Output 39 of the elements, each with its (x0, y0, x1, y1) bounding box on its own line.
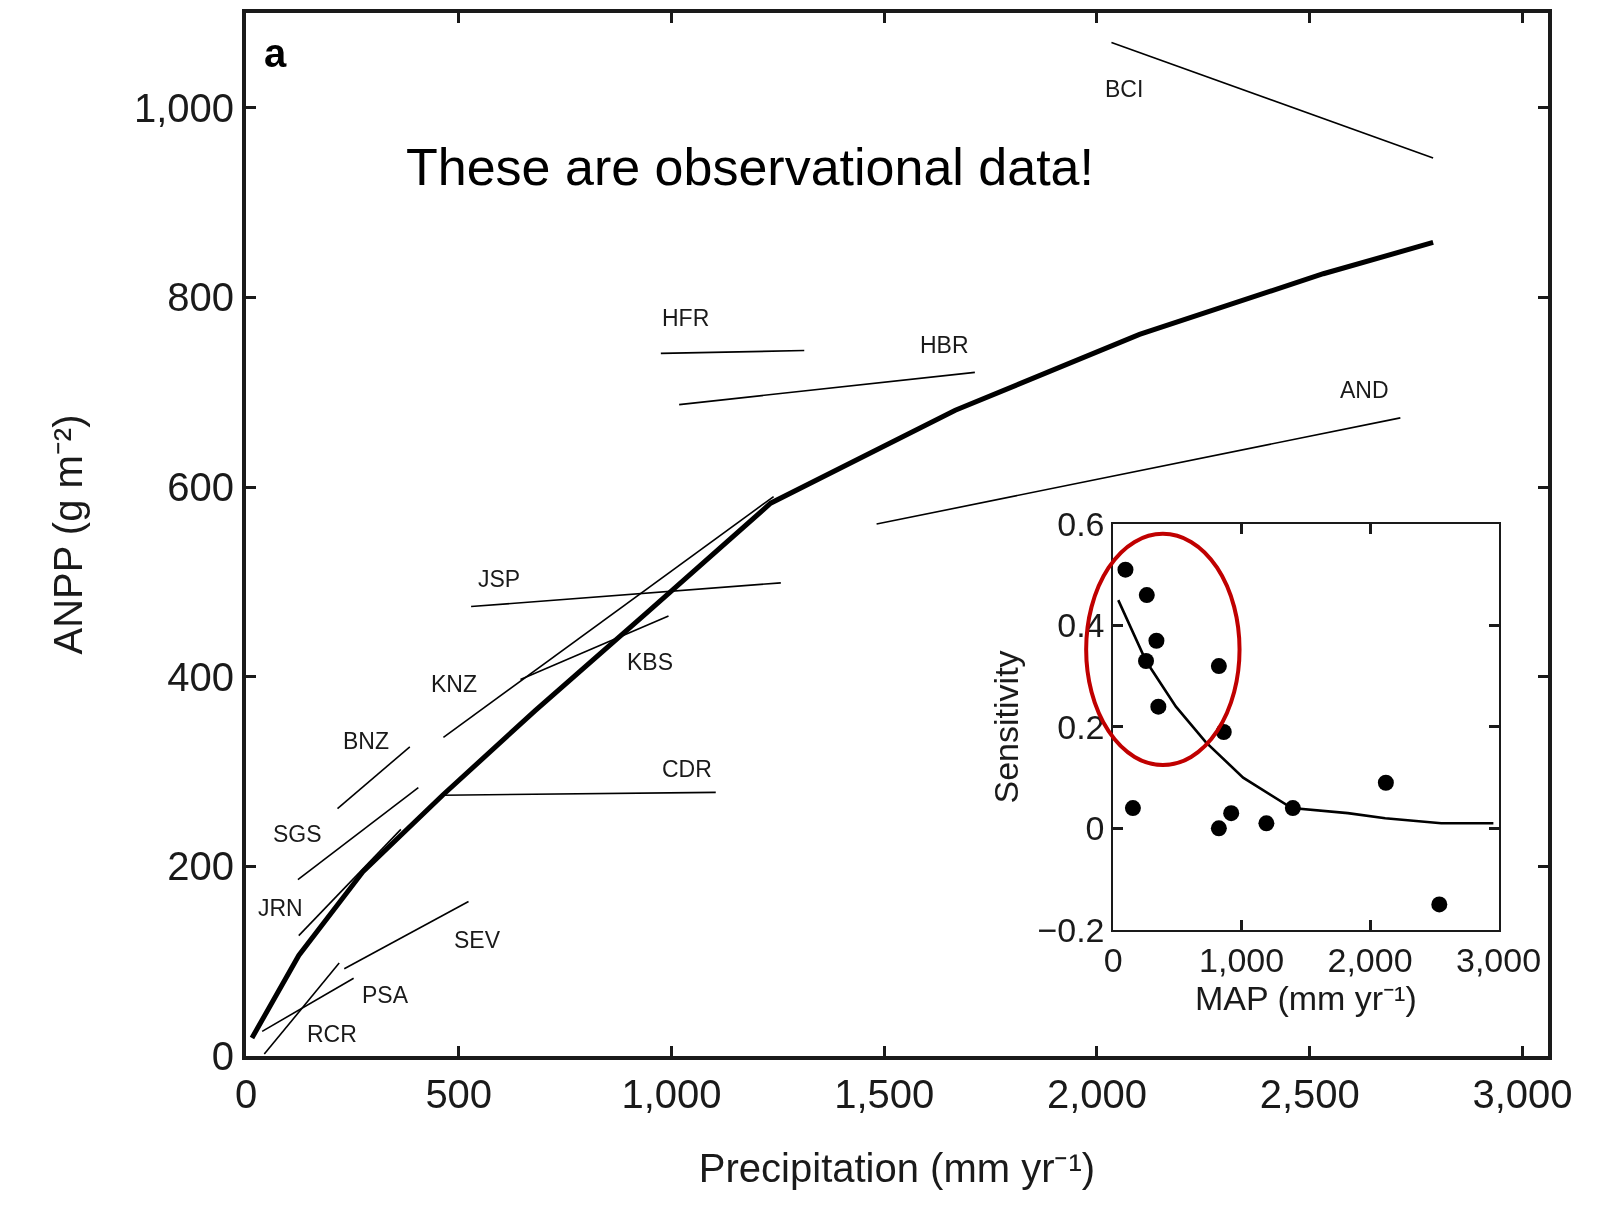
y-tick-label: 0 (211, 1034, 234, 1078)
y-tick-label: 600 (167, 465, 234, 510)
annotation: AND (1340, 377, 1389, 403)
annotation: JRN (258, 895, 303, 921)
x-tick-label: 2,000 (1046, 1072, 1148, 1116)
annotation: HBR (920, 332, 969, 358)
x-tick-label: 500 (425, 1072, 493, 1116)
x-tick-label: 1,500 (834, 1072, 935, 1116)
x-tick-label: 1,000 (621, 1072, 722, 1116)
y-tick-label: 0.6 (1057, 504, 1105, 543)
y-tick-label: 200 (167, 844, 234, 889)
annotation: These are observational data! (406, 138, 1094, 196)
annotation: a (264, 31, 287, 75)
x-axis-title: Precipitation (mm yr⁻¹) (698, 1146, 1096, 1190)
annotation: JSP (478, 566, 521, 592)
annotation: KNZ (431, 671, 477, 697)
x-tick-label: 3,000 (1472, 1072, 1573, 1116)
x-axis-title: MAP (mm yr⁻¹) (1194, 979, 1417, 1018)
annotation: RCR (307, 1021, 357, 1047)
x-tick-label: 2,000 (1327, 941, 1413, 980)
x-tick-label: 3,000 (1455, 941, 1542, 980)
y-tick-label: −0.2 (1037, 910, 1105, 949)
annotation: PSA (362, 982, 409, 1008)
annotation: HFR (662, 305, 710, 331)
annotation: SEV (454, 927, 501, 953)
y-axis-title: Sensitivity (987, 650, 1026, 804)
y-tick-label: 1,000 (133, 85, 234, 130)
x-tick-label: 1,000 (1199, 941, 1285, 980)
annotation: BNZ (343, 728, 389, 754)
y-tick-label: 800 (167, 275, 234, 320)
annotation: BCI (1105, 76, 1144, 102)
annotation: CDR (662, 756, 712, 782)
y-tick-label: 400 (167, 654, 234, 699)
y-axis-title: ANPP (g m⁻²) (45, 414, 90, 655)
annotation: KBS (627, 649, 674, 675)
x-tick-label: 2,500 (1259, 1072, 1360, 1116)
y-tick-label: 0.2 (1057, 707, 1105, 746)
y-tick-label: 0 (1085, 809, 1105, 848)
annotation: SGS (273, 821, 322, 847)
